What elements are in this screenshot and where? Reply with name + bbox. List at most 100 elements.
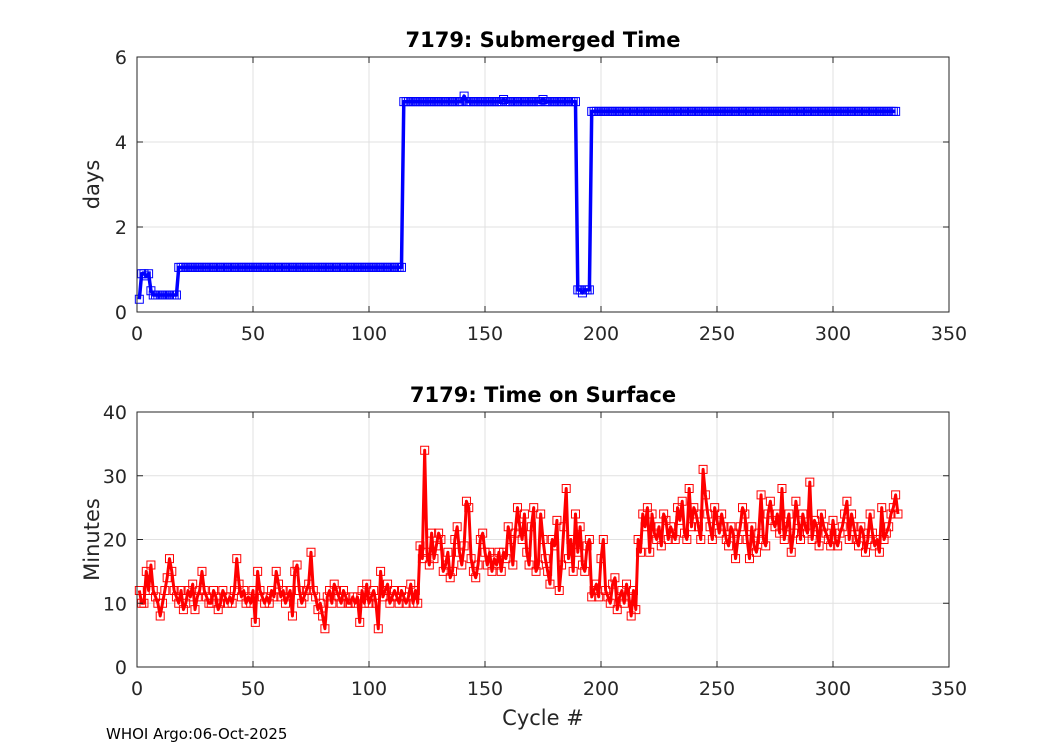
data-point-marker: [584, 535, 594, 544]
data-point-marker: [478, 528, 488, 538]
data-point-marker: [345, 598, 355, 608]
data-point-marker: [721, 535, 731, 544]
data-point-marker: [802, 528, 812, 538]
data-point-marker: [413, 598, 423, 608]
data-point-marker: [257, 592, 267, 602]
data-point-marker: [380, 586, 390, 595]
data-point-marker: [239, 586, 249, 595]
data-point-marker: [779, 535, 789, 544]
data-point-marker: [167, 566, 177, 576]
data-point-marker: [141, 271, 151, 281]
data-point-marker: [162, 573, 172, 583]
data-point-marker: [415, 541, 425, 551]
data-point-marker: [686, 522, 696, 532]
data-point-marker: [141, 566, 151, 576]
data-point-marker: [355, 617, 365, 627]
data-point-marker: [155, 611, 165, 621]
data-point-marker: [531, 566, 541, 576]
data-point-marker: [633, 535, 643, 544]
data-point-marker: [659, 509, 669, 519]
data-point-marker: [506, 535, 516, 544]
data-point-marker: [807, 535, 817, 544]
data-point-marker: [348, 592, 358, 602]
data-point-marker: [554, 586, 564, 595]
data-point-marker: [243, 592, 253, 602]
data-point-marker: [557, 560, 567, 570]
data-point-marker: [837, 522, 847, 532]
data-point-marker: [809, 515, 819, 525]
data-point-marker: [663, 535, 673, 544]
data-point-marker: [417, 554, 427, 564]
data-point-marker: [392, 592, 402, 602]
data-point-marker: [503, 522, 513, 532]
data-point-marker: [647, 509, 657, 519]
data-point-marker: [693, 522, 703, 532]
data-point-marker: [385, 598, 395, 608]
data-point-marker: [791, 496, 801, 506]
data-point-marker: [589, 586, 599, 595]
data-point-marker: [308, 586, 318, 595]
data-point-marker: [406, 579, 416, 589]
data-point-marker: [438, 566, 448, 576]
y-tick-label: 4: [115, 132, 127, 154]
data-point-marker: [844, 535, 854, 544]
y-tick-label: 30: [103, 466, 127, 488]
data-point-marker: [575, 285, 585, 295]
data-point-marker: [786, 547, 796, 557]
data-point-marker: [835, 528, 845, 538]
data-point-marker: [499, 547, 509, 557]
series-line: [137, 448, 900, 631]
data-point-marker: [264, 598, 274, 608]
data-point-marker: [536, 97, 546, 107]
x-tick-label: 350: [931, 323, 967, 345]
data-point-marker: [796, 535, 806, 544]
data-point-marker: [195, 586, 205, 595]
data-point-marker: [561, 484, 571, 493]
data-point-marker: [227, 598, 237, 608]
data-point-marker: [485, 547, 495, 557]
data-point-marker: [401, 598, 411, 608]
data-point-marker: [849, 522, 859, 532]
data-point-marker: [654, 522, 664, 532]
data-point-marker: [610, 573, 620, 583]
data-point-marker: [656, 541, 666, 551]
surface-time-chart: 0 50 100 150 200 250 300 350 0 10 20 30 40 7179: Time…: [80, 383, 967, 730]
data-point-marker: [547, 535, 557, 544]
data-point-marker: [357, 586, 367, 595]
data-point-marker: [408, 598, 418, 608]
x-tick-label: 50: [241, 678, 265, 700]
x-tick-label: 250: [699, 678, 735, 700]
data-point-marker: [229, 586, 239, 595]
data-point-marker: [559, 522, 569, 532]
data-point-marker: [851, 535, 861, 544]
data-point-marker: [893, 509, 903, 519]
data-point-marker: [524, 560, 534, 570]
data-point-marker: [789, 528, 799, 538]
data-point-marker: [777, 484, 787, 493]
data-point-marker: [733, 535, 743, 544]
data-point-marker: [269, 592, 279, 602]
data-point-marker: [874, 547, 884, 557]
data-point-marker: [570, 509, 580, 519]
data-point-marker: [522, 547, 532, 557]
data-point-marker: [278, 586, 288, 595]
x-tick-label: 250: [699, 323, 735, 345]
data-point-marker: [538, 535, 548, 544]
data-point-marker: [828, 515, 838, 525]
data-point-marker: [756, 490, 766, 500]
data-point-marker: [396, 586, 406, 595]
data-point-marker: [577, 288, 587, 298]
data-point-marker: [276, 592, 286, 602]
data-point-marker: [376, 566, 386, 576]
x-tick-label: 350: [931, 678, 967, 700]
x-tick-label: 100: [351, 678, 387, 700]
y-axis-label: days: [80, 160, 104, 210]
data-point-marker: [185, 592, 195, 602]
data-point-marker: [652, 535, 662, 544]
data-point-marker: [306, 547, 316, 557]
data-point-marker: [628, 586, 638, 595]
data-point-marker: [494, 547, 504, 557]
data-point-marker: [591, 579, 601, 589]
data-point-marker: [171, 592, 181, 602]
